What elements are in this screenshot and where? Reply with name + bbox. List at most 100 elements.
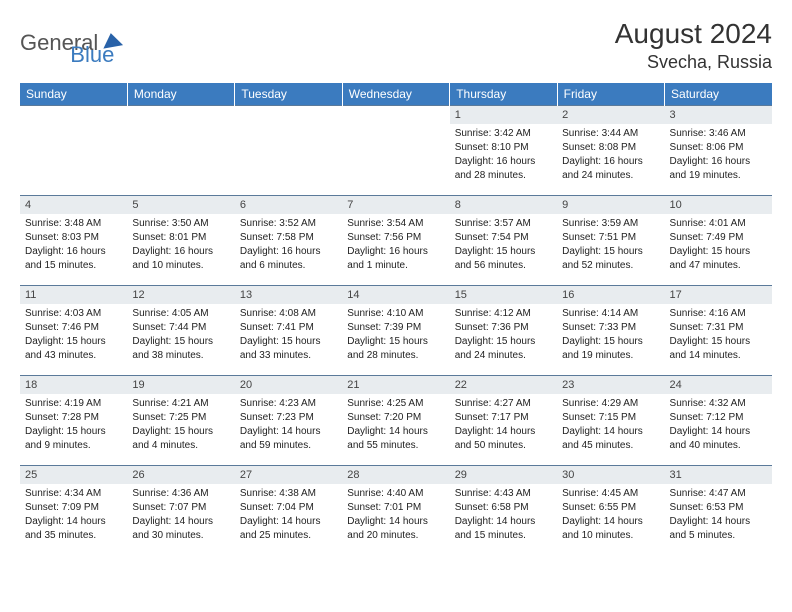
day-line: and 43 minutes. <box>25 349 122 362</box>
calendar-cell: 27Sunrise: 4:38 AMSunset: 7:04 PMDayligh… <box>235 466 342 556</box>
day-number: 26 <box>127 466 234 484</box>
day-body: Sunrise: 3:44 AMSunset: 8:08 PMDaylight:… <box>557 124 664 187</box>
weekday-header: Monday <box>127 83 234 106</box>
day-line: Sunrise: 3:54 AM <box>347 217 444 230</box>
calendar-cell: 5Sunrise: 3:50 AMSunset: 8:01 PMDaylight… <box>127 196 234 286</box>
day-line: Daylight: 14 hours <box>240 425 337 438</box>
day-line: Sunrise: 4:12 AM <box>455 307 552 320</box>
day-line: Sunrise: 4:19 AM <box>25 397 122 410</box>
day-line: Daylight: 15 hours <box>455 245 552 258</box>
calendar-cell: 25Sunrise: 4:34 AMSunset: 7:09 PMDayligh… <box>20 466 127 556</box>
day-line: Sunrise: 4:45 AM <box>562 487 659 500</box>
day-line: Daylight: 14 hours <box>347 515 444 528</box>
day-line: Daylight: 14 hours <box>670 425 767 438</box>
day-line: Sunset: 6:58 PM <box>455 501 552 514</box>
day-line: Sunset: 7:15 PM <box>562 411 659 424</box>
day-number: 4 <box>20 196 127 214</box>
day-line: Daylight: 15 hours <box>562 245 659 258</box>
calendar-row: 11Sunrise: 4:03 AMSunset: 7:46 PMDayligh… <box>20 286 772 376</box>
day-number: 17 <box>665 286 772 304</box>
calendar-table: SundayMondayTuesdayWednesdayThursdayFrid… <box>20 83 772 556</box>
calendar-cell <box>20 106 127 196</box>
day-line: and 55 minutes. <box>347 439 444 452</box>
day-body: Sunrise: 3:59 AMSunset: 7:51 PMDaylight:… <box>557 214 664 277</box>
day-body: Sunrise: 4:43 AMSunset: 6:58 PMDaylight:… <box>450 484 557 547</box>
day-line: and 52 minutes. <box>562 259 659 272</box>
day-line: Daylight: 14 hours <box>562 515 659 528</box>
day-line: Sunrise: 3:48 AM <box>25 217 122 230</box>
day-line: Sunset: 8:10 PM <box>455 141 552 154</box>
day-line: Sunrise: 4:21 AM <box>132 397 229 410</box>
day-line: Daylight: 16 hours <box>25 245 122 258</box>
calendar-row: 25Sunrise: 4:34 AMSunset: 7:09 PMDayligh… <box>20 466 772 556</box>
day-line: Daylight: 15 hours <box>25 425 122 438</box>
day-line: Sunrise: 4:43 AM <box>455 487 552 500</box>
day-line: Sunrise: 4:16 AM <box>670 307 767 320</box>
day-body: Sunrise: 4:47 AMSunset: 6:53 PMDaylight:… <box>665 484 772 547</box>
day-line: Sunset: 7:33 PM <box>562 321 659 334</box>
day-body: Sunrise: 3:46 AMSunset: 8:06 PMDaylight:… <box>665 124 772 187</box>
day-line: Daylight: 15 hours <box>132 425 229 438</box>
day-body: Sunrise: 4:05 AMSunset: 7:44 PMDaylight:… <box>127 304 234 367</box>
day-line: Daylight: 16 hours <box>132 245 229 258</box>
day-body: Sunrise: 4:08 AMSunset: 7:41 PMDaylight:… <box>235 304 342 367</box>
day-line: and 28 minutes. <box>455 169 552 182</box>
day-line: Daylight: 15 hours <box>455 335 552 348</box>
calendar-cell: 24Sunrise: 4:32 AMSunset: 7:12 PMDayligh… <box>665 376 772 466</box>
calendar-cell: 8Sunrise: 3:57 AMSunset: 7:54 PMDaylight… <box>450 196 557 286</box>
day-line: Sunset: 7:44 PM <box>132 321 229 334</box>
day-line: Daylight: 14 hours <box>347 425 444 438</box>
day-number: 31 <box>665 466 772 484</box>
day-line: and 14 minutes. <box>670 349 767 362</box>
day-line: Sunrise: 4:05 AM <box>132 307 229 320</box>
day-line: and 15 minutes. <box>455 529 552 542</box>
day-line: Sunset: 8:03 PM <box>25 231 122 244</box>
day-line: Sunset: 7:51 PM <box>562 231 659 244</box>
day-line: Sunset: 7:54 PM <box>455 231 552 244</box>
day-line: Daylight: 15 hours <box>25 335 122 348</box>
day-line: Sunset: 6:53 PM <box>670 501 767 514</box>
calendar-cell: 19Sunrise: 4:21 AMSunset: 7:25 PMDayligh… <box>127 376 234 466</box>
day-number: 9 <box>557 196 664 214</box>
day-body: Sunrise: 4:45 AMSunset: 6:55 PMDaylight:… <box>557 484 664 547</box>
day-line: Sunset: 7:58 PM <box>240 231 337 244</box>
day-line: and 6 minutes. <box>240 259 337 272</box>
day-body: Sunrise: 4:16 AMSunset: 7:31 PMDaylight:… <box>665 304 772 367</box>
day-number: 15 <box>450 286 557 304</box>
calendar-cell: 21Sunrise: 4:25 AMSunset: 7:20 PMDayligh… <box>342 376 449 466</box>
day-line: Daylight: 16 hours <box>455 155 552 168</box>
day-number: 14 <box>342 286 449 304</box>
day-body: Sunrise: 4:29 AMSunset: 7:15 PMDaylight:… <box>557 394 664 457</box>
day-number: 6 <box>235 196 342 214</box>
calendar-head: SundayMondayTuesdayWednesdayThursdayFrid… <box>20 83 772 106</box>
day-line: Sunset: 7:07 PM <box>132 501 229 514</box>
day-body: Sunrise: 3:48 AMSunset: 8:03 PMDaylight:… <box>20 214 127 277</box>
day-line: Daylight: 14 hours <box>455 515 552 528</box>
calendar-cell <box>235 106 342 196</box>
day-body: Sunrise: 4:34 AMSunset: 7:09 PMDaylight:… <box>20 484 127 547</box>
calendar-cell: 9Sunrise: 3:59 AMSunset: 7:51 PMDaylight… <box>557 196 664 286</box>
day-number: 2 <box>557 106 664 124</box>
day-number: 30 <box>557 466 664 484</box>
day-line: Sunset: 7:39 PM <box>347 321 444 334</box>
weekday-header: Saturday <box>665 83 772 106</box>
calendar-cell: 23Sunrise: 4:29 AMSunset: 7:15 PMDayligh… <box>557 376 664 466</box>
day-number: 16 <box>557 286 664 304</box>
calendar-cell: 14Sunrise: 4:10 AMSunset: 7:39 PMDayligh… <box>342 286 449 376</box>
day-line: Sunset: 7:23 PM <box>240 411 337 424</box>
day-line: Sunrise: 3:50 AM <box>132 217 229 230</box>
day-line: and 4 minutes. <box>132 439 229 452</box>
calendar-cell: 13Sunrise: 4:08 AMSunset: 7:41 PMDayligh… <box>235 286 342 376</box>
day-line: and 38 minutes. <box>132 349 229 362</box>
day-line: Sunrise: 3:59 AM <box>562 217 659 230</box>
day-line: Daylight: 14 hours <box>562 425 659 438</box>
day-line: Daylight: 14 hours <box>455 425 552 438</box>
day-number: 13 <box>235 286 342 304</box>
day-line: Sunrise: 3:46 AM <box>670 127 767 140</box>
day-line: Sunrise: 4:23 AM <box>240 397 337 410</box>
calendar-cell: 18Sunrise: 4:19 AMSunset: 7:28 PMDayligh… <box>20 376 127 466</box>
day-line: Sunrise: 4:47 AM <box>670 487 767 500</box>
calendar-cell: 6Sunrise: 3:52 AMSunset: 7:58 PMDaylight… <box>235 196 342 286</box>
day-line: Sunrise: 3:52 AM <box>240 217 337 230</box>
day-line: Sunrise: 3:44 AM <box>562 127 659 140</box>
